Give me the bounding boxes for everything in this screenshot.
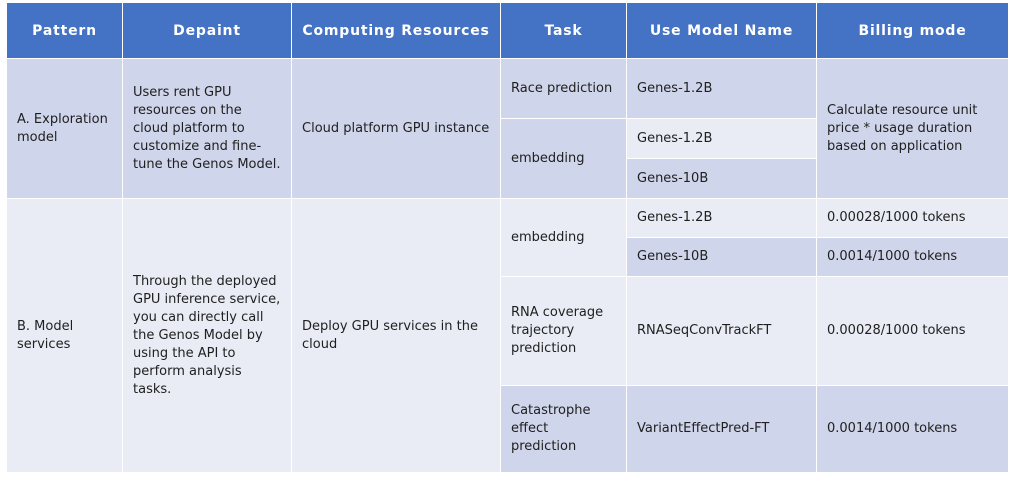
model-cell: Genes-1.2B — [626, 118, 817, 159]
task-cell: Catastrophe effect prediction — [500, 385, 627, 473]
model-cell: Genes-1.2B — [626, 198, 817, 238]
task-cell: embedding — [500, 118, 627, 199]
depaint-cell: Users rent GPU resources on the cloud pl… — [122, 58, 292, 199]
header-depaint: Depaint — [122, 2, 292, 59]
computing-cell: Deploy GPU services in the cloud — [291, 198, 501, 473]
task-cell: RNA coverage trajectory prediction — [500, 276, 627, 386]
model-cell: Genes-1.2B — [626, 58, 817, 119]
pattern-cell: A. Exploration model — [6, 58, 123, 199]
table-row: B. Model services Through the deployed G… — [6, 198, 1009, 473]
task-cell: embedding — [500, 198, 627, 277]
table-row: embedding Genes-1.2B — [7, 118, 1009, 199]
header-task: Task — [500, 2, 627, 59]
billing-cell: 0.0014/1000 tokens — [816, 237, 1009, 277]
table-row: Catastrophe effect prediction VariantEff… — [7, 385, 1009, 473]
header-billing-mode: Billing mode — [816, 2, 1009, 59]
billing-cell: Calculate resource unit price * usage du… — [816, 58, 1009, 199]
table-row: RNA coverage trajectory prediction RNASe… — [7, 276, 1009, 386]
billing-cell: 0.0014/1000 tokens — [816, 385, 1009, 473]
task-cell: Race prediction — [500, 58, 627, 119]
header-row: Pattern Depaint Computing Resources Task… — [6, 2, 1009, 59]
billing-cell: 0.00028/1000 tokens — [816, 276, 1009, 386]
model-cell: Genes-10B — [626, 237, 817, 277]
billing-cell: 0.00028/1000 tokens — [816, 198, 1009, 238]
table-row: A. Exploration model Users rent GPU reso… — [6, 58, 1009, 199]
model-cell: RNASeqConvTrackFT — [626, 276, 817, 386]
header-pattern: Pattern — [6, 2, 123, 59]
header-computing-resources: Computing Resources — [291, 2, 501, 59]
pricing-table: Pattern Depaint Computing Resources Task… — [6, 2, 1009, 473]
header-use-model-name: Use Model Name — [626, 2, 817, 59]
depaint-cell: Through the deployed GPU inference servi… — [122, 198, 292, 473]
model-cell: VariantEffectPred-FT — [626, 385, 817, 473]
table-row: Genes-10B 0.0014/1000 tokens — [7, 237, 1009, 277]
model-cell: Genes-10B — [626, 158, 817, 199]
computing-cell: Cloud platform GPU instance — [291, 58, 501, 199]
pattern-cell: B. Model services — [6, 198, 123, 473]
